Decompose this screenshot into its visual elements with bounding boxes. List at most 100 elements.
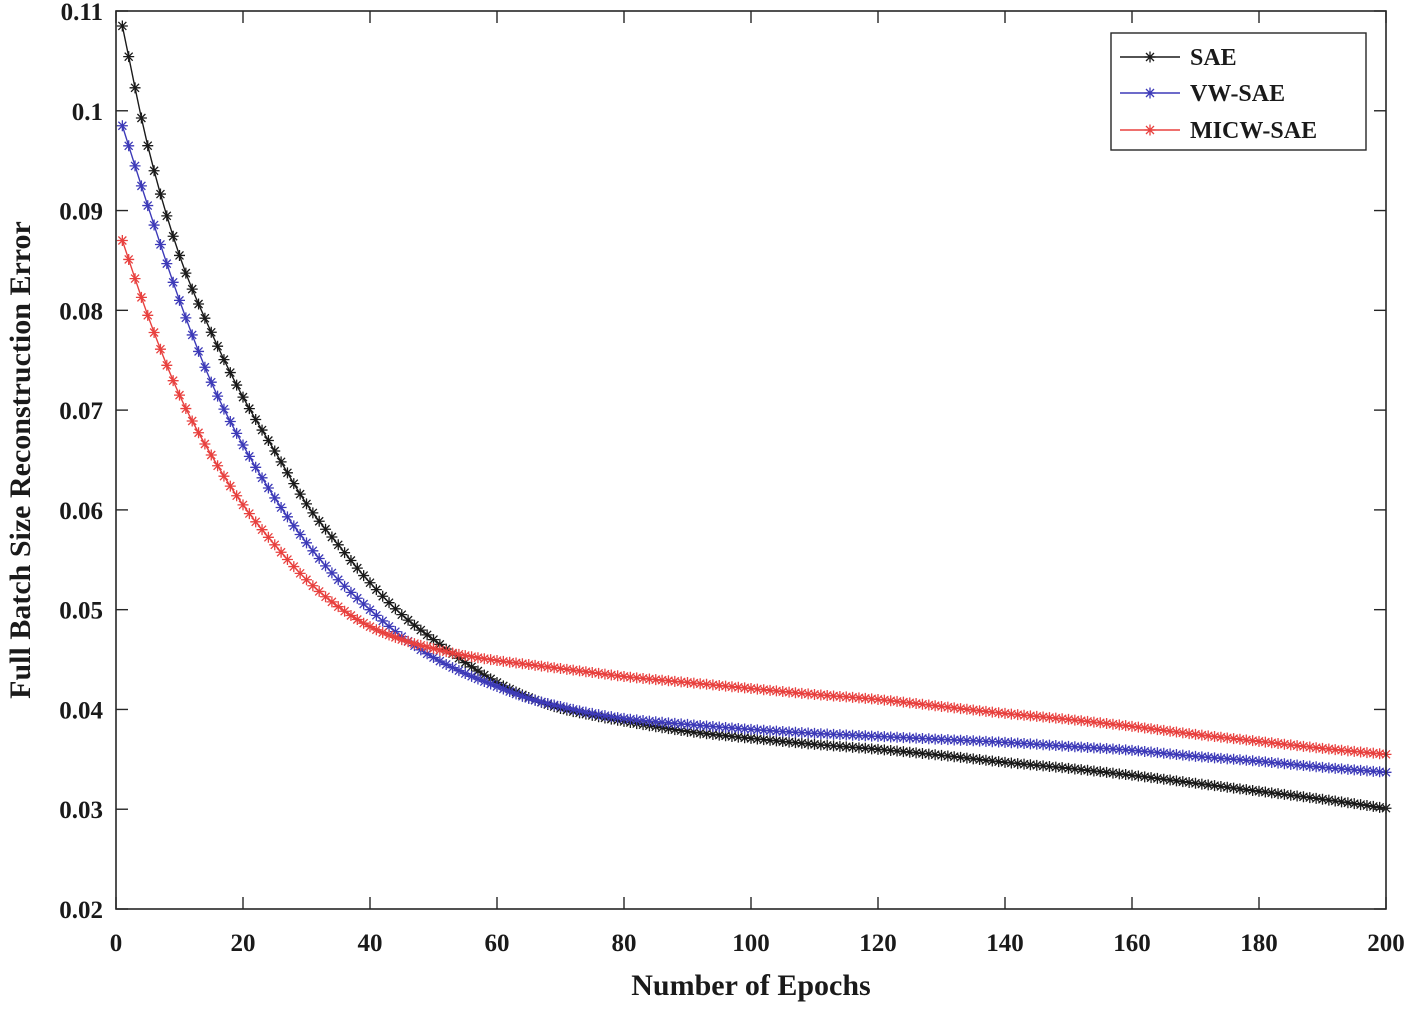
data-point-micw-sae [726, 681, 738, 693]
data-point-vw-sae [180, 312, 192, 324]
data-point-micw-sae [237, 499, 249, 511]
data-point-vw-sae [853, 730, 865, 742]
data-point-sae [212, 340, 224, 352]
data-point-vw-sae [1012, 737, 1024, 749]
series-layer [116, 20, 1392, 814]
data-point-micw-sae [408, 638, 420, 650]
data-point-vw-sae [1304, 760, 1316, 772]
data-point-vw-sae [783, 726, 795, 738]
x-tick-label: 80 [612, 930, 637, 957]
data-point-micw-sae [364, 621, 376, 633]
data-point-vw-sae [529, 694, 541, 706]
data-point-sae [1323, 794, 1335, 806]
data-point-micw-sae [1126, 720, 1138, 732]
data-point-micw-sae [1094, 717, 1106, 729]
data-point-sae [1247, 784, 1259, 796]
data-point-micw-sae [1361, 747, 1373, 759]
data-point-micw-sae [739, 682, 751, 694]
data-point-micw-sae [154, 343, 166, 355]
data-point-sae [1005, 757, 1017, 769]
data-point-sae [415, 624, 427, 636]
data-point-micw-sae [332, 601, 344, 613]
x-tick-label: 180 [1240, 930, 1278, 957]
data-point-micw-sae [440, 646, 452, 658]
data-point-sae [1075, 764, 1087, 776]
data-point-sae [294, 488, 306, 500]
data-point-vw-sae [1374, 766, 1386, 778]
data-point-vw-sae [523, 692, 535, 704]
data-point-vw-sae [301, 537, 312, 549]
y-tick-label: 0.04 [59, 697, 103, 724]
data-point-vw-sae [948, 734, 960, 746]
data-point-micw-sae [980, 705, 992, 717]
data-point-vw-sae [1158, 747, 1170, 759]
data-point-micw-sae [1024, 710, 1036, 722]
data-point-micw-sae [1291, 740, 1303, 752]
x-axis-title: Number of Epochs [631, 969, 870, 1002]
data-point-micw-sae [548, 662, 560, 674]
data-point-sae [815, 739, 827, 751]
data-point-vw-sae [116, 120, 128, 132]
data-point-vw-sae [701, 720, 713, 732]
data-point-micw-sae [948, 702, 960, 714]
data-point-sae [339, 547, 351, 559]
data-point-vw-sae [370, 609, 382, 621]
data-point-micw-sae [485, 654, 497, 666]
data-point-micw-sae [1247, 735, 1259, 747]
data-point-sae [866, 743, 878, 755]
data-point-micw-sae [129, 273, 141, 285]
data-point-vw-sae [510, 688, 522, 700]
series-vw-sae [116, 120, 1392, 778]
data-point-micw-sae [370, 624, 382, 636]
legend-marker-vw-sae [1144, 87, 1156, 99]
data-point-sae [1050, 761, 1062, 773]
data-point-sae [1031, 759, 1043, 771]
data-point-micw-sae [193, 427, 205, 439]
data-point-sae [1297, 791, 1309, 803]
data-point-micw-sae [923, 699, 935, 711]
data-point-micw-sae [694, 678, 706, 690]
data-point-micw-sae [1240, 734, 1252, 746]
data-point-micw-sae [288, 561, 300, 573]
data-point-vw-sae [212, 390, 224, 402]
x-tick-label: 40 [358, 930, 383, 957]
data-point-micw-sae [866, 693, 878, 705]
data-point-sae [802, 738, 814, 750]
data-point-vw-sae [1043, 739, 1055, 751]
data-point-sae [370, 584, 382, 596]
data-point-micw-sae [809, 688, 820, 700]
data-point-sae [123, 51, 135, 63]
data-point-micw-sae [497, 655, 509, 667]
data-point-vw-sae [643, 715, 655, 727]
data-point-vw-sae [802, 727, 814, 739]
data-point-vw-sae [383, 620, 395, 632]
data-point-micw-sae [669, 675, 681, 687]
data-point-sae [1164, 774, 1176, 786]
data-point-sae [1329, 795, 1341, 807]
data-point-micw-sae [1031, 710, 1043, 722]
data-point-micw-sae [389, 631, 401, 643]
data-point-vw-sae [669, 717, 681, 729]
data-point-sae [313, 515, 325, 527]
data-point-micw-sae [878, 694, 890, 706]
data-point-vw-sae [1075, 741, 1087, 753]
data-point-sae [1240, 784, 1252, 796]
data-point-micw-sae [707, 679, 719, 691]
data-point-sae [1259, 786, 1271, 798]
data-point-sae [1170, 775, 1182, 787]
y-tick-label: 0.07 [59, 398, 103, 425]
data-point-sae [834, 740, 846, 752]
data-point-micw-sae [301, 574, 312, 586]
data-point-micw-sae [250, 516, 262, 528]
data-point-sae [320, 523, 332, 535]
data-point-vw-sae [1120, 744, 1132, 756]
data-point-micw-sae [516, 658, 528, 670]
data-point-micw-sae [618, 671, 630, 683]
data-point-vw-sae [1094, 742, 1106, 754]
data-point-sae [929, 749, 941, 761]
data-point-sae [1069, 763, 1081, 775]
data-point-micw-sae [313, 585, 325, 597]
data-point-micw-sae [1132, 721, 1144, 733]
data-point-sae [1113, 768, 1125, 780]
data-point-vw-sae [891, 731, 903, 743]
